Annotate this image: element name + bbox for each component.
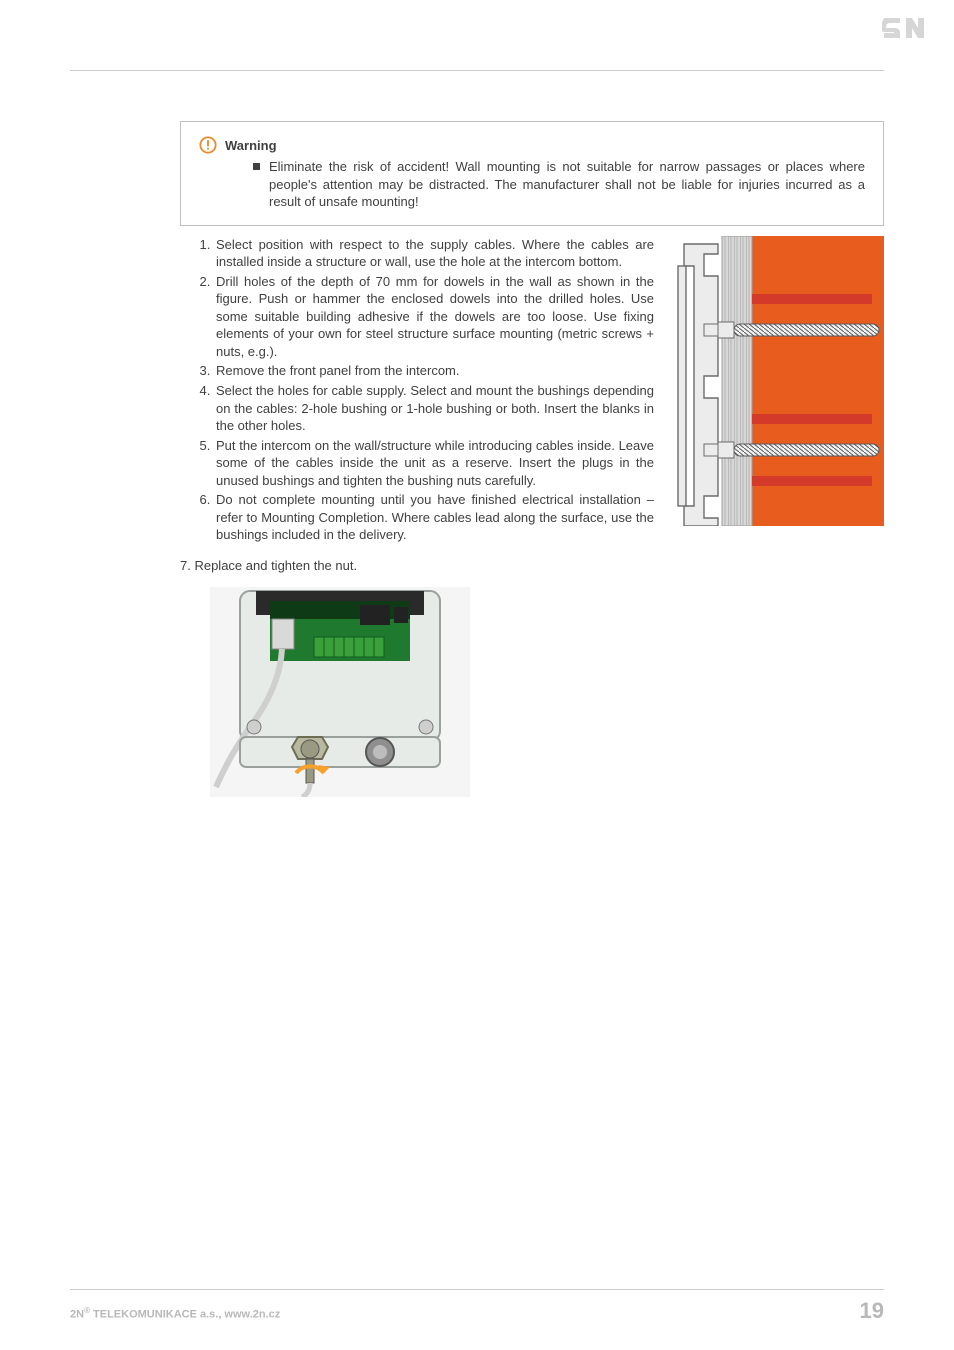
warning-title: Warning [225,138,277,153]
footer-company: 2N® TELEKOMUNIKACE a.s., www.2n.cz [70,1306,280,1321]
footer-rest: TELEKOMUNIKACE a.s., www.2n.cz [90,1309,280,1321]
steps-column: Select position with respect to the supp… [180,236,654,546]
header-rule [70,70,884,71]
brand-logo [882,14,926,47]
step-2: Drill holes of the depth of 70 mm for do… [214,273,654,361]
step-6: Do not complete mounting until you have … [214,491,654,544]
step-5: Put the intercom on the wall/structure w… [214,437,654,490]
page-footer: 2N® TELEKOMUNIKACE a.s., www.2n.cz 19 [70,1289,884,1324]
footer-prefix: 2N [70,1309,84,1321]
intercom-photo [210,587,470,797]
steps-list: Select position with respect to the supp… [180,236,654,544]
warning-icon [199,136,217,154]
step-1: Select position with respect to the supp… [214,236,654,271]
warning-text: Eliminate the risk of accident! Wall mou… [269,158,865,211]
page-number: 19 [860,1298,884,1324]
step-7: 7. Replace and tighten the nut. [180,558,884,573]
step-4: Select the holes for cable supply. Selec… [214,382,654,435]
step-3: Remove the front panel from the intercom… [214,362,654,380]
mounting-diagram [674,236,884,526]
warning-callout: Warning Eliminate the risk of accident! … [180,121,884,226]
